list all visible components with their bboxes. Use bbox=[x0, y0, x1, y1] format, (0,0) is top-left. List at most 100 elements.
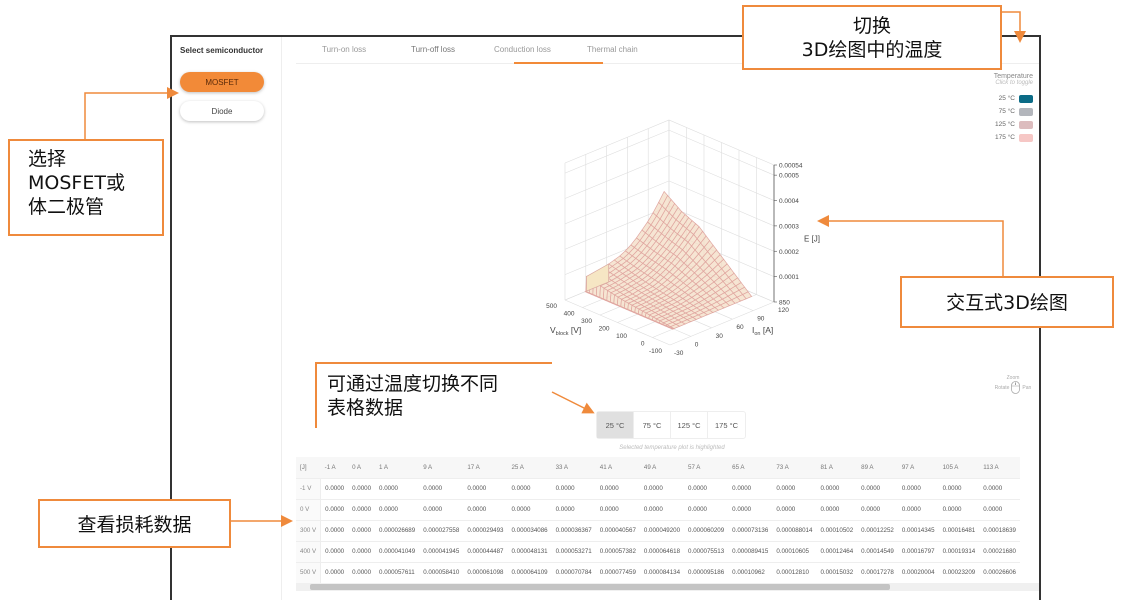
table-cell: 0.00016481 bbox=[938, 520, 980, 542]
table-cell: 0.0000 bbox=[348, 499, 376, 521]
column-header: -1 A bbox=[320, 457, 349, 479]
annotation-temp-toggle: 切换 3D绘图中的温度 bbox=[742, 5, 1002, 70]
temp-button-2[interactable]: 125 °C bbox=[671, 412, 708, 438]
surface-side bbox=[586, 263, 610, 292]
column-header: 97 A bbox=[897, 457, 939, 479]
legend-title: Temperature bbox=[993, 73, 1033, 80]
table-cell: 0.000057611 bbox=[375, 562, 420, 584]
sidebar-title: Select semiconductor bbox=[180, 46, 264, 55]
annotation-text: 查看损耗数据 bbox=[77, 514, 192, 536]
table-temperature-selector: 25 °C 75 °C 125 °C 175 °C bbox=[596, 411, 746, 439]
temp-button-0[interactable]: 25 °C bbox=[597, 412, 634, 438]
table-row: 300 V 0.0000 0.0000 0.000026689 0.000027558 0… bbox=[296, 520, 1020, 542]
scrollbar-thumb[interactable] bbox=[310, 584, 890, 590]
table-cell: 0.000034086 bbox=[507, 520, 552, 542]
x-tick-label: 500 bbox=[546, 303, 557, 310]
sidebar: Select semiconductor MOSFET Diode bbox=[172, 37, 282, 600]
table-cell: 0.000057382 bbox=[595, 541, 640, 563]
table-row: -1 V 0.0000 0.0000 0.0000 0.0000 0.0000 0.0000… bbox=[296, 478, 1020, 500]
table-cell: 0.000053271 bbox=[551, 541, 596, 563]
z-tick-label: 850 bbox=[779, 300, 790, 307]
table-cell: 0.000036367 bbox=[551, 520, 596, 542]
3d-loss-plot[interactable]: 0.00054 0.0005 0.0004 0.0003 0.0002 0.0001 850… bbox=[172, 37, 1041, 457]
surface-patch bbox=[668, 327, 675, 330]
table-cell: 0.00012810 bbox=[772, 562, 817, 584]
table-cell: 0.0000 bbox=[551, 499, 596, 521]
table-cell: 0.00010502 bbox=[816, 520, 858, 542]
table-cell: 0.0000 bbox=[595, 478, 640, 500]
legend-item-1[interactable]: 75 °C bbox=[973, 105, 1033, 118]
table-cell: 0.000040567 bbox=[595, 520, 640, 542]
table-cell: 0.000095186 bbox=[684, 562, 729, 584]
legend-subtitle: Click to toggle bbox=[995, 80, 1033, 86]
table-cell: 0.0000 bbox=[728, 499, 773, 521]
mouse-controls-hint: Zoom Rotate Pan bbox=[988, 375, 1038, 394]
table-cell: 0.00021680 bbox=[979, 541, 1020, 563]
table-cell: 0.0000 bbox=[348, 478, 376, 500]
column-header: 0 A bbox=[348, 457, 376, 479]
table-cell: 0.000061098 bbox=[463, 562, 508, 584]
annotation-text: MOSFET或 bbox=[28, 172, 125, 194]
annotation-text: 切换 bbox=[852, 15, 891, 37]
column-header: 73 A bbox=[772, 457, 817, 479]
tab-turn-off-loss[interactable]: Turn-off loss bbox=[411, 45, 456, 54]
legend-swatch bbox=[1019, 120, 1033, 129]
grid-line bbox=[564, 180, 775, 227]
table-cell: 0.0000 bbox=[639, 499, 685, 521]
temp-button-1[interactable]: 75 °C bbox=[634, 412, 671, 438]
table-cell: 0.000029493 bbox=[463, 520, 508, 542]
table-cell: 0.00017278 bbox=[857, 562, 898, 584]
temperature-hint: Selected temperature plot is highlighted bbox=[619, 445, 725, 451]
rotate-label: Rotate bbox=[994, 384, 1010, 391]
table-cell: 0.0000 bbox=[857, 499, 898, 521]
mouse-icon bbox=[1011, 381, 1021, 394]
annotation-select-semiconductor: 选择 MOSFET或 体二极管 bbox=[8, 139, 164, 236]
table-cell: 0.0000 bbox=[320, 499, 349, 521]
table-cell: 0.00014549 bbox=[857, 541, 898, 563]
legend-item-2[interactable]: 125 °C bbox=[973, 118, 1033, 131]
table-cell: 0.00016797 bbox=[897, 541, 939, 563]
legend-item-3[interactable]: 175 °C bbox=[973, 131, 1033, 144]
table-cell: 0.0000 bbox=[979, 499, 1020, 521]
x-tick-label: 100 bbox=[616, 333, 627, 340]
tab-conduction-loss[interactable]: Conduction loss bbox=[494, 45, 551, 54]
table-cell: 0.0000 bbox=[463, 478, 508, 500]
table-cell: 0.00019314 bbox=[938, 541, 980, 563]
table-cell: 0.00015032 bbox=[816, 562, 858, 584]
table-cell: 0.0000 bbox=[684, 478, 729, 500]
table-cell: 0.0000 bbox=[979, 478, 1020, 500]
column-header: 17 A bbox=[463, 457, 508, 479]
grid-line bbox=[564, 155, 775, 201]
table-cell: 0.0000 bbox=[507, 478, 552, 500]
table-cell: 0.0000 bbox=[772, 478, 817, 500]
annotation-view-data: 查看损耗数据 bbox=[38, 499, 231, 548]
legend-swatch bbox=[1019, 133, 1033, 142]
table-horizontal-scrollbar[interactable] bbox=[296, 583, 1039, 591]
table-row: 500 V 0.0000 0.0000 0.000057611 0.000058410 0… bbox=[296, 562, 1020, 584]
annotation-3d-plot: 交互式3D绘图 bbox=[900, 276, 1114, 328]
tab-thermal-chain[interactable]: Thermal chain bbox=[587, 45, 638, 54]
annotation-text: 体二极管 bbox=[28, 196, 105, 218]
legend-label: 25 °C bbox=[998, 95, 1015, 102]
row-label: 500 V bbox=[296, 562, 322, 584]
legend-label: 75 °C bbox=[998, 108, 1015, 115]
table-cell: 0.0000 bbox=[857, 478, 898, 500]
x-tick-label: 200 bbox=[599, 326, 610, 333]
table-cell: 0.00012464 bbox=[816, 541, 858, 563]
tab-turn-on-loss[interactable]: Turn-on loss bbox=[322, 45, 367, 54]
temp-button-3[interactable]: 175 °C bbox=[714, 420, 738, 430]
mosfet-button[interactable]: MOSFET bbox=[180, 72, 264, 92]
annotation-text: 表格数据 bbox=[327, 397, 404, 419]
temperature-legend: Temperature Click to toggle 25 °C 75 °C 12… bbox=[973, 73, 1033, 144]
table-cell: 0.000060209 bbox=[684, 520, 729, 542]
legend-item-0[interactable]: 25 °C bbox=[973, 92, 1033, 105]
diode-button[interactable]: Diode bbox=[180, 101, 264, 121]
column-header: 113 A bbox=[979, 457, 1020, 479]
table-cell: 0.0000 bbox=[348, 541, 376, 563]
y-tick-label: -30 bbox=[674, 350, 684, 357]
table-cell: 0.00023209 bbox=[938, 562, 980, 584]
table-cell: 0.000064109 bbox=[507, 562, 552, 584]
table-cell: 0.00020004 bbox=[897, 562, 939, 584]
annotation-text: 3D绘图中的温度 bbox=[801, 39, 943, 61]
